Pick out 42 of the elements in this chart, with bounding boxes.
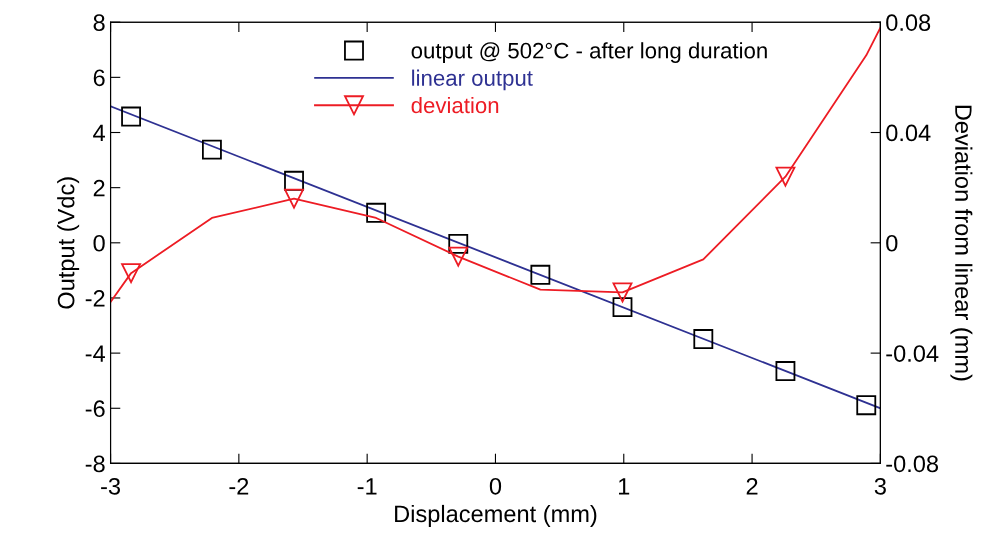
point: [530, 264, 551, 285]
point: [201, 139, 222, 160]
x-tick-label: 0: [489, 477, 502, 495]
legend-label: output @ 502°C - after long duration: [411, 42, 767, 63]
point: [612, 297, 633, 317]
x-tick-label: -1: [357, 478, 377, 495]
point: [284, 188, 304, 209]
x-tick-label: 2: [746, 477, 758, 495]
y2-axis-title: Deviation from linear (mm): [950, 105, 973, 381]
y-tick-label: 4: [93, 124, 105, 142]
point: [448, 246, 469, 267]
y2-tick-label: 0.04: [886, 124, 931, 142]
point: [448, 233, 469, 254]
point: [775, 361, 796, 381]
legend-label: linear output: [412, 69, 533, 91]
x-tick-label: -3: [101, 477, 121, 495]
y-tick-label: -8: [85, 455, 105, 473]
point: [612, 282, 633, 303]
y2-tick-label: -0.08: [886, 455, 939, 473]
y-axis-title: Output (Vdc): [57, 177, 80, 309]
y-tick-label: -6: [85, 400, 105, 418]
y2-tick-label: 0: [886, 234, 898, 252]
y-tick-label: 6: [93, 69, 105, 87]
y-tick-label: 2: [93, 179, 105, 197]
y-tick-label: -4: [85, 345, 105, 362]
line-series: [110, 26, 881, 304]
y2-tick-label: -0.04: [886, 345, 939, 362]
point: [693, 329, 714, 349]
point: [366, 202, 387, 223]
y-tick-label: -2: [85, 290, 105, 307]
x-tick-label: 3: [874, 477, 886, 495]
point: [856, 395, 877, 416]
x-tick-label: 1: [619, 478, 630, 495]
x-tick-label: -2: [229, 477, 249, 495]
point: [121, 106, 142, 127]
y-tick-label: 0: [93, 234, 105, 252]
x-axis-title: Displacement (mm): [395, 504, 597, 527]
y2-tick-label: 0.08: [886, 14, 931, 31]
legend-label: deviation: [411, 96, 499, 114]
y-tick-label: 8: [93, 14, 105, 31]
point: [121, 263, 142, 284]
point: [775, 166, 796, 187]
